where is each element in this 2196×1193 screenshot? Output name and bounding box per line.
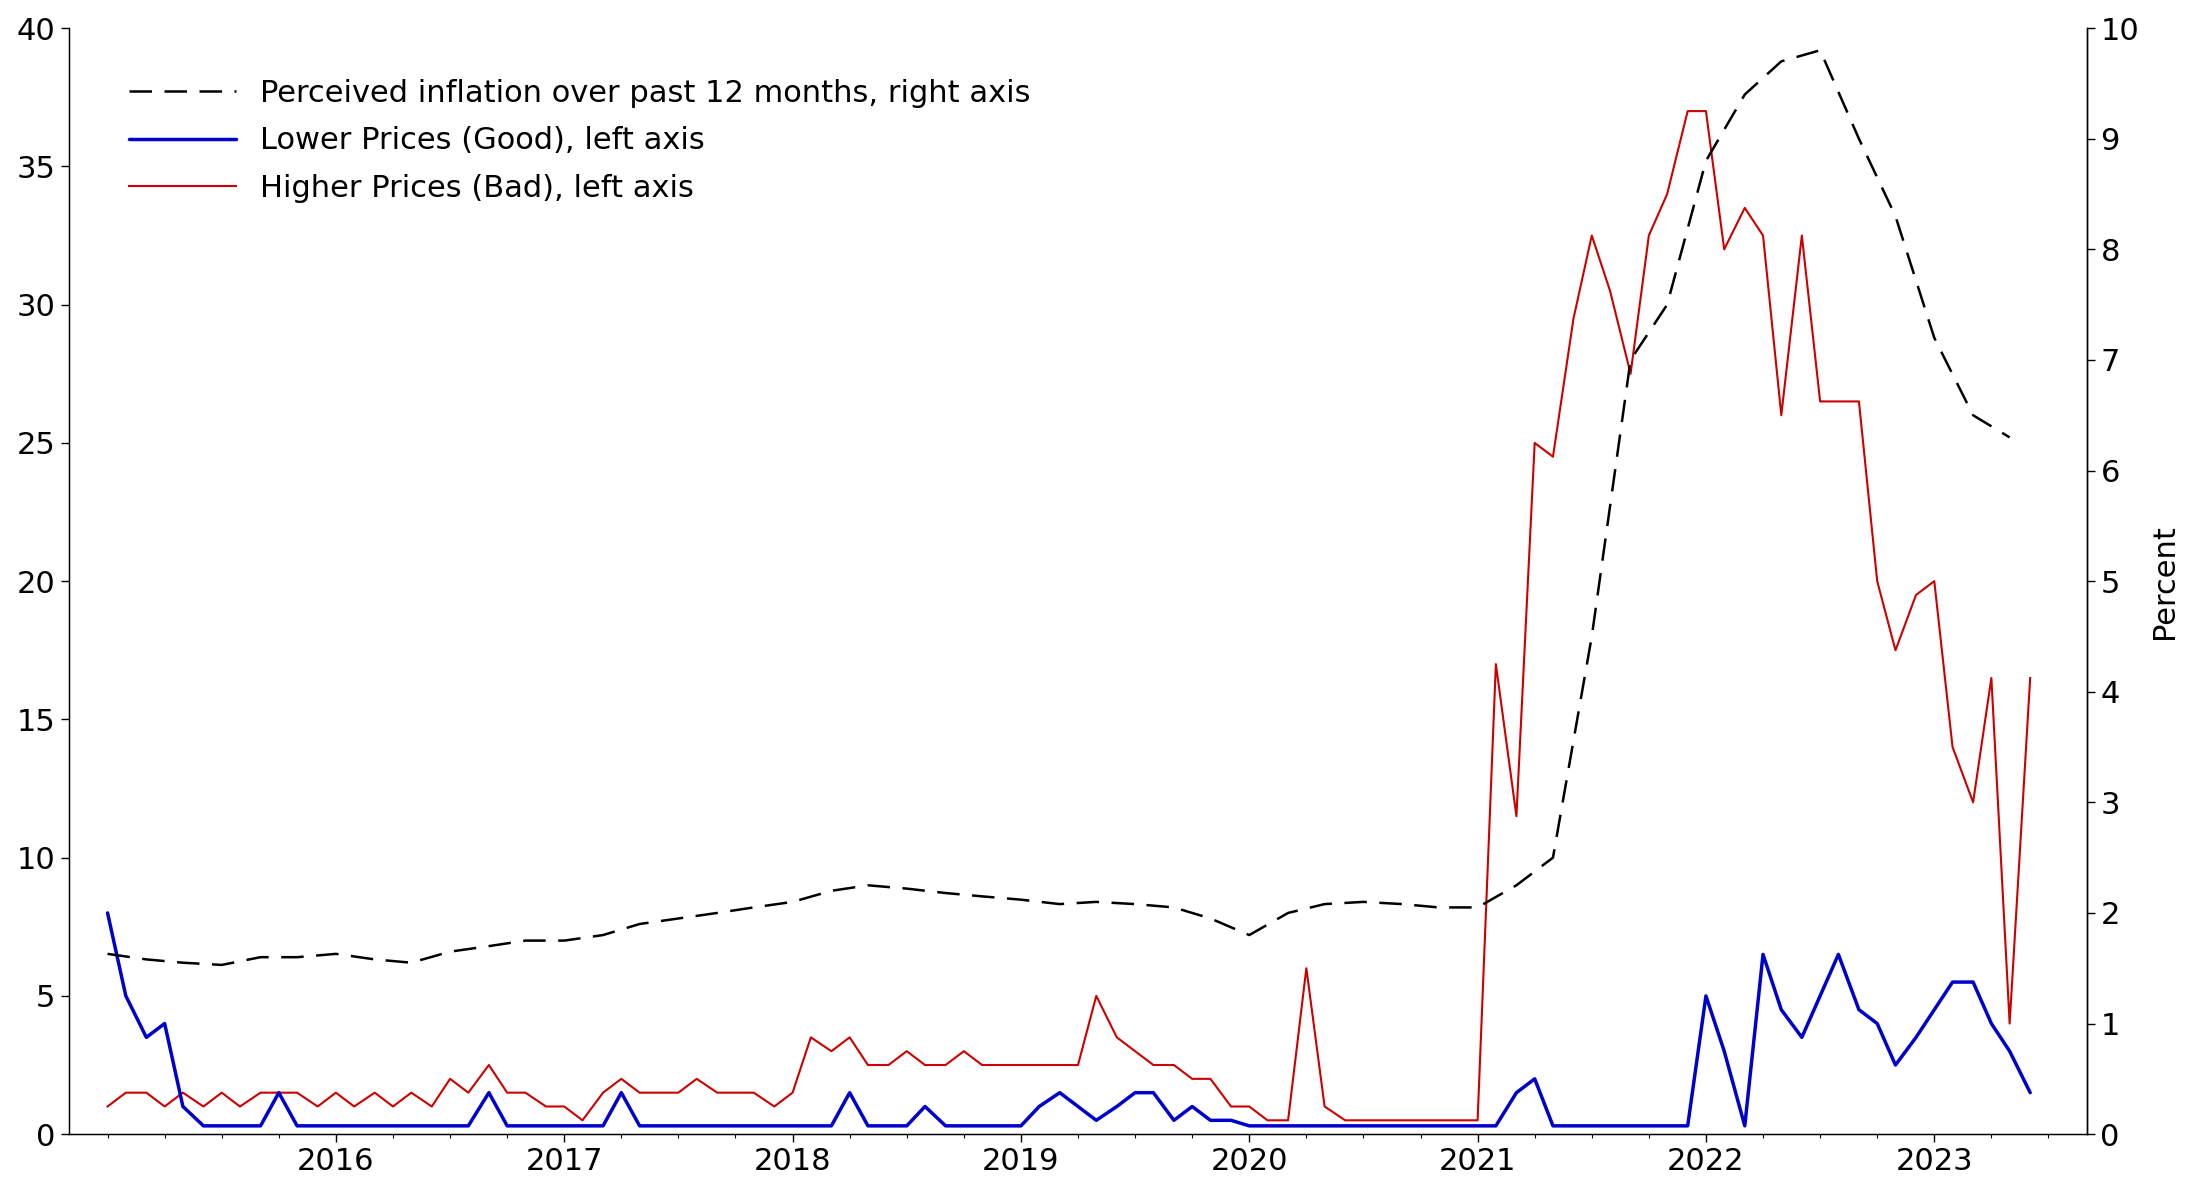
- Higher Prices (Bad), left axis: [2016, 670, 2042, 685]
- Perceived inflation over past 12 months, right axis: [1807, 43, 1834, 57]
- Lower Prices (Good), left axis: [990, 1119, 1017, 1133]
- Perceived inflation over past 12 months, right axis: [551, 933, 578, 947]
- Higher Prices (Bad), left axis: [990, 1058, 1017, 1073]
- Legend: Perceived inflation over past 12 months, right axis, Lower Prices (Good), left a: Perceived inflation over past 12 months,…: [103, 55, 1054, 227]
- Higher Prices (Bad), left axis: [455, 1086, 481, 1100]
- Perceived inflation over past 12 months, right axis: [1996, 431, 2023, 445]
- Higher Prices (Bad), left axis: [1618, 366, 1645, 381]
- Lower Prices (Good), left axis: [534, 1119, 560, 1133]
- Y-axis label: Percent: Percent: [2150, 524, 2178, 638]
- Perceived inflation over past 12 months, right axis: [1961, 408, 1987, 422]
- Perceived inflation over past 12 months, right axis: [94, 947, 121, 962]
- Higher Prices (Bad), left axis: [1790, 228, 1816, 242]
- Higher Prices (Bad), left axis: [94, 1099, 121, 1113]
- Lower Prices (Good), left axis: [1618, 1119, 1645, 1133]
- Higher Prices (Bad), left axis: [569, 1113, 595, 1127]
- Higher Prices (Bad), left axis: [1676, 104, 1702, 118]
- Line: Higher Prices (Bad), left axis: Higher Prices (Bad), left axis: [108, 111, 2029, 1120]
- Lower Prices (Good), left axis: [191, 1119, 217, 1133]
- Line: Perceived inflation over past 12 months, right axis: Perceived inflation over past 12 months,…: [108, 50, 2009, 965]
- Lower Prices (Good), left axis: [477, 1086, 503, 1100]
- Lower Prices (Good), left axis: [1768, 1002, 1794, 1016]
- Perceived inflation over past 12 months, right axis: [1390, 897, 1416, 911]
- Lower Prices (Good), left axis: [94, 905, 121, 920]
- Lower Prices (Good), left axis: [1465, 1119, 1491, 1133]
- Line: Lower Prices (Good), left axis: Lower Prices (Good), left axis: [108, 913, 2029, 1126]
- Higher Prices (Bad), left axis: [1465, 1113, 1491, 1127]
- Higher Prices (Bad), left axis: [512, 1086, 538, 1100]
- Perceived inflation over past 12 months, right axis: [1504, 878, 1531, 892]
- Perceived inflation over past 12 months, right axis: [209, 958, 235, 972]
- Perceived inflation over past 12 months, right axis: [705, 905, 731, 920]
- Perceived inflation over past 12 months, right axis: [740, 901, 766, 915]
- Lower Prices (Good), left axis: [2016, 1086, 2042, 1100]
